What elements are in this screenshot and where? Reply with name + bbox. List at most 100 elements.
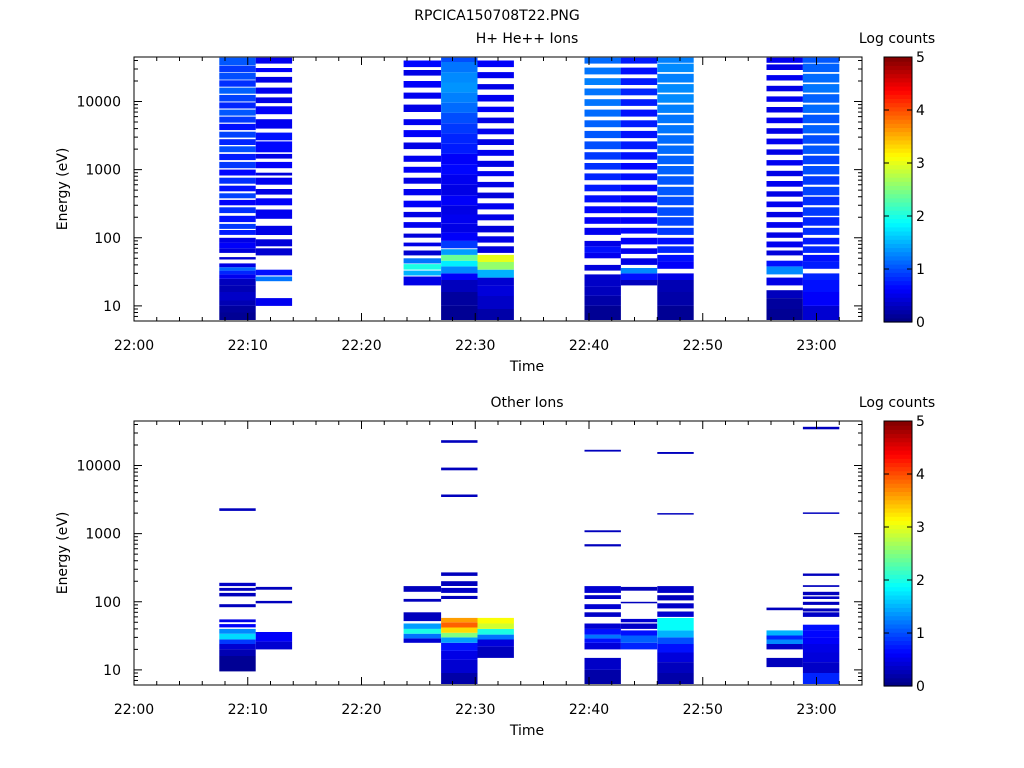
heatmap-cell <box>441 266 478 274</box>
heatmap-cell <box>657 73 694 83</box>
heatmap-cell <box>584 130 621 139</box>
x-tick-label: 22:20 <box>341 338 381 354</box>
heatmap-cell <box>584 120 621 128</box>
colorbar-tick-label: 2 <box>916 573 925 589</box>
colorbar-tick-label: 0 <box>916 679 925 695</box>
heatmap-cell <box>219 153 256 161</box>
colorbar-segment <box>884 177 912 182</box>
heatmap-cell <box>477 634 514 640</box>
colorbar-segment <box>884 487 912 492</box>
heatmap-cell <box>620 184 658 192</box>
heatmap-cell <box>441 627 478 633</box>
heatmap-cell <box>477 106 514 113</box>
colorbar-segment <box>884 466 912 472</box>
heatmap-cell <box>477 128 514 135</box>
heatmap-cell <box>766 181 803 187</box>
heatmap-cell <box>657 84 694 93</box>
heatmap-cell <box>219 604 256 608</box>
colorbar-segment <box>884 235 912 240</box>
heatmap-cell <box>584 669 621 684</box>
heatmap-cell <box>766 298 803 309</box>
colorbar-segment <box>884 65 912 71</box>
colorbar-segment <box>884 152 912 157</box>
heatmap-cell <box>766 630 803 636</box>
heatmap-cell <box>620 152 658 160</box>
colorbar-segment <box>884 454 912 459</box>
heatmap-cell <box>584 634 621 639</box>
heatmap-cell <box>584 57 621 64</box>
heatmap-cell <box>802 196 840 206</box>
heatmap-cell <box>802 591 840 596</box>
heatmap-cell <box>766 644 803 650</box>
colorbar-segment <box>884 206 912 211</box>
y-axis-label: Energy (eV) <box>55 512 71 595</box>
heatmap-cell <box>255 586 293 590</box>
heatmap-cell <box>441 617 478 623</box>
colorbar-segment <box>884 590 912 596</box>
colorbar-segment <box>884 421 912 426</box>
heatmap-cell <box>766 107 803 113</box>
heatmap-cell <box>255 239 293 247</box>
heatmap-cell <box>403 70 442 76</box>
colorbar-segment <box>884 665 912 671</box>
heatmap-cell <box>766 160 803 166</box>
heatmap-cell <box>441 57 478 62</box>
heatmap-cell <box>584 173 621 181</box>
heatmap-cell <box>219 193 256 199</box>
heatmap-cell <box>255 269 293 276</box>
heatmap-cell <box>403 155 442 162</box>
colorbar-segment <box>884 268 912 273</box>
colorbar-segment <box>884 284 912 290</box>
heatmap-cell <box>219 146 256 153</box>
heatmap-cell <box>477 295 514 309</box>
colorbar-segment <box>884 441 912 447</box>
x-tick-label: 22:30 <box>455 338 495 354</box>
heatmap-cell <box>219 230 256 235</box>
heatmap-cell <box>657 104 694 113</box>
heatmap-cell <box>620 109 658 117</box>
heatmap-cell <box>255 57 293 64</box>
heatmap-cell <box>584 141 621 150</box>
heatmap-cell <box>403 130 442 138</box>
colorbar-tick-label: 3 <box>916 156 925 172</box>
y-tick-label: 100 <box>94 231 121 247</box>
heatmap-cell <box>802 273 840 280</box>
heatmap-cell <box>802 145 840 154</box>
colorbar-tick-label: 1 <box>916 262 925 278</box>
colorbar-segment <box>884 549 912 555</box>
heatmap-cell <box>219 177 256 184</box>
colorbar-segment <box>884 445 912 451</box>
colorbar-segment <box>884 512 912 517</box>
colorbar-segment <box>884 305 912 311</box>
heatmap-cell <box>657 135 694 144</box>
heatmap-cell <box>477 246 514 253</box>
x-axis-label: Time <box>509 723 544 739</box>
colorbar-segment <box>884 499 912 505</box>
heatmap-cell <box>802 125 840 134</box>
heatmap-cell <box>403 142 442 150</box>
heatmap-cell <box>477 171 514 177</box>
heatmap-cell <box>255 198 293 206</box>
heatmap-cell <box>584 544 621 547</box>
heatmap-cell <box>657 57 694 63</box>
heatmap-cell <box>255 276 293 282</box>
colorbar-tick-label: 2 <box>916 209 925 225</box>
heatmap-cell <box>255 161 293 169</box>
x-tick-label: 22:40 <box>569 338 609 354</box>
heatmap-cell <box>403 200 442 208</box>
heatmap-cell <box>802 237 840 245</box>
heatmap-cell <box>620 248 658 254</box>
heatmap-cell <box>802 207 840 216</box>
x-tick-label: 22:40 <box>569 702 609 718</box>
heatmap-cell <box>403 586 442 592</box>
colorbar-segment <box>884 168 912 174</box>
heatmap-cell <box>657 617 694 631</box>
heatmap-cell <box>219 80 256 87</box>
heatmap-cell <box>584 78 621 85</box>
heatmap-cell <box>802 73 840 83</box>
heatmap-cell <box>477 277 514 286</box>
heatmap-cell <box>219 57 256 66</box>
heatmap-cell <box>802 305 840 320</box>
heatmap-cell <box>766 222 803 228</box>
colorbar-label: Log counts <box>859 395 935 411</box>
